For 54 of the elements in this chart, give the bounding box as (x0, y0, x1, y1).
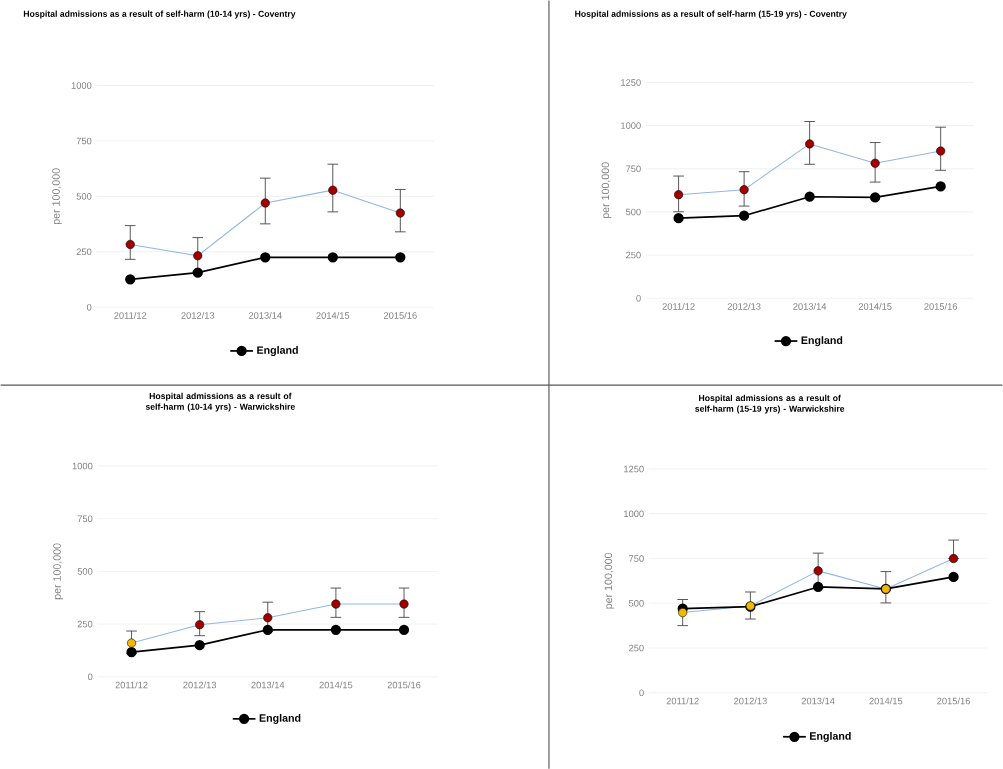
y-axis-title: per 100,000 (52, 168, 62, 224)
legend-label: England (810, 731, 851, 742)
x-tick-label: 2012/13 (727, 302, 761, 310)
y-tick-label: 1000 (72, 462, 93, 470)
y-tick-label: 250 (77, 620, 93, 628)
y-tick-label: 1250 (621, 79, 641, 86)
y-axis-title: per 100,000 (604, 552, 615, 609)
y-tick-label: 750 (629, 555, 644, 562)
chart-title: Hospital admissions as a result of self-harm (15-19 yrs) - Coventry (575, 10, 847, 19)
y-tick-label: 1000 (71, 82, 92, 89)
legend-label: England (257, 345, 298, 356)
x-tick-label: 2011/12 (115, 681, 148, 689)
x-tick-label: 2013/14 (248, 311, 282, 319)
chart-title: Hospital admissions as a result of self-harm (10-14 yrs) - Warwickshire (145, 392, 295, 412)
y-tick-label: 250 (626, 251, 641, 259)
legend-label: England (259, 713, 301, 724)
y-tick-label: 500 (77, 567, 93, 575)
x-tick-label: 2014/15 (858, 302, 892, 310)
y-tick-label: 1000 (621, 122, 641, 129)
y-tick-label: 500 (628, 599, 644, 607)
x-tick-label: 2012/13 (181, 311, 215, 319)
x-tick-label: 2013/14 (793, 302, 827, 310)
y-tick-label: 1250 (624, 465, 644, 473)
x-tick-label: 2012/13 (734, 697, 767, 705)
y-tick-label: 0 (639, 689, 644, 696)
y-axis-title: per 100,000 (601, 162, 612, 218)
x-tick-label: 2014/15 (319, 681, 353, 689)
y-tick-label: 0 (87, 673, 93, 680)
chart-title: Hospital admissions as a result of self-harm (15-19 yrs) - Warwickshire (695, 394, 845, 414)
y-tick-label: 250 (629, 644, 644, 652)
x-tick-label: 2013/14 (801, 697, 835, 705)
y-tick-label: 750 (76, 137, 92, 145)
y-tick-label: 0 (636, 294, 641, 302)
y-tick-label: 500 (76, 192, 92, 200)
x-tick-label: 2013/14 (251, 681, 285, 689)
x-tick-label: 2011/12 (114, 311, 147, 319)
y-axis-title: per 100,000 (53, 543, 63, 600)
x-tick-label: 2012/13 (183, 681, 217, 689)
legend-label: England (801, 336, 843, 347)
x-tick-label: 2015/16 (924, 302, 958, 310)
x-tick-label: 2015/16 (937, 697, 970, 705)
y-tick-label: 750 (77, 515, 93, 522)
chart-title: Hospital admissions as a result of self-harm (10-14 yrs) - Coventry (23, 10, 296, 19)
x-tick-label: 2011/12 (666, 697, 699, 705)
y-tick-label: 750 (626, 165, 641, 172)
y-tick-label: 0 (86, 303, 92, 311)
x-tick-label: 2014/15 (316, 311, 350, 319)
x-tick-label: 2011/12 (662, 302, 695, 310)
x-tick-label: 2015/16 (387, 681, 421, 689)
y-tick-label: 500 (625, 208, 641, 216)
y-tick-label: 1000 (624, 510, 644, 517)
y-tick-label: 250 (76, 248, 92, 255)
x-tick-label: 2014/15 (869, 697, 903, 705)
x-tick-label: 2015/16 (383, 311, 417, 319)
